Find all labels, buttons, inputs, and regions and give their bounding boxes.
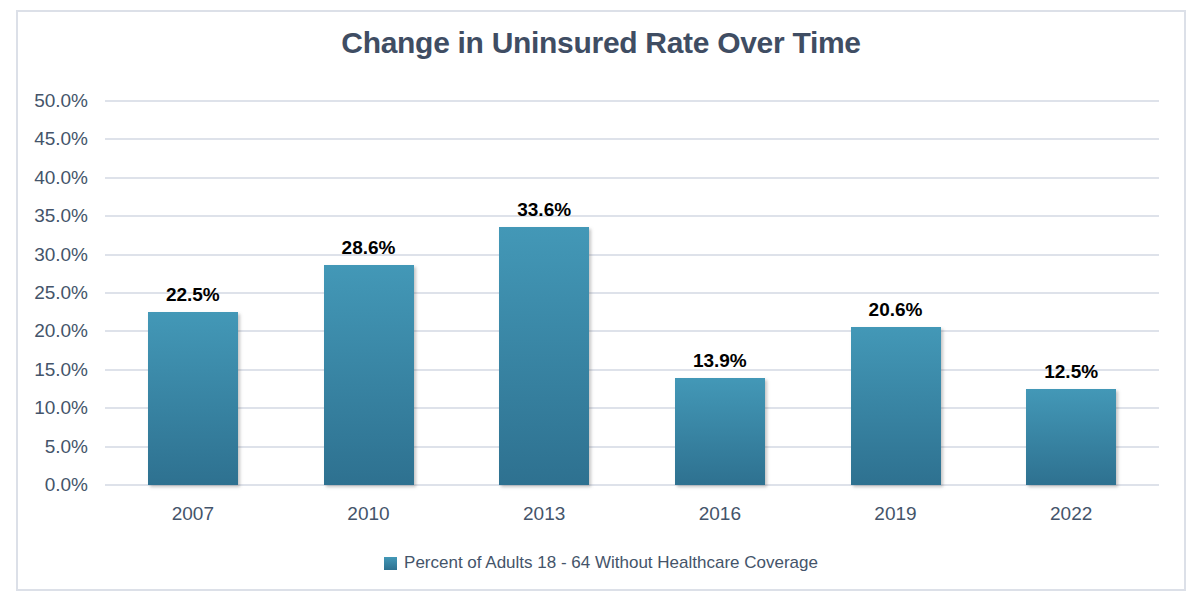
y-tick-label: 40.0%: [18, 167, 88, 189]
x-tick-label: 2019: [826, 503, 966, 525]
x-tick-label: 2016: [650, 503, 790, 525]
y-tick-label: 15.0%: [18, 359, 88, 381]
y-tick-label: 5.0%: [18, 436, 88, 458]
bar-value-label: 22.5%: [123, 284, 263, 306]
chart-frame: Change in Uninsured Rate Over Time 0.0%5…: [16, 10, 1186, 591]
bar-value-label: 12.5%: [1001, 361, 1141, 383]
gridline: [105, 446, 1159, 448]
gridline: [105, 138, 1159, 140]
gridline: [105, 254, 1159, 256]
legend-marker-icon: [384, 557, 397, 570]
gridline: [105, 100, 1159, 102]
gridline: [105, 407, 1159, 409]
bar-2010: [324, 265, 414, 485]
x-tick-label: 2007: [123, 503, 263, 525]
y-tick-label: 20.0%: [18, 320, 88, 342]
bar-2019: [851, 327, 941, 485]
y-tick-label: 0.0%: [18, 474, 88, 496]
y-tick-label: 25.0%: [18, 282, 88, 304]
y-tick-label: 35.0%: [18, 205, 88, 227]
legend: Percent of Adults 18 - 64 Without Health…: [18, 553, 1184, 573]
y-tick-label: 10.0%: [18, 397, 88, 419]
x-tick-label: 2022: [1001, 503, 1141, 525]
bar-value-label: 13.9%: [650, 350, 790, 372]
plot-area: 0.0% 5.0% 10.0% 15.0% 20.0% 25.0% 30.0% 35.0% 40…: [18, 12, 1184, 589]
bar-2022: [1026, 389, 1116, 485]
bar-value-label: 20.6%: [826, 299, 966, 321]
bar-value-label: 33.6%: [474, 199, 614, 221]
y-tick-label: 30.0%: [18, 244, 88, 266]
legend-label: Percent of Adults 18 - 64 Without Health…: [404, 553, 818, 573]
x-tick-label: 2010: [299, 503, 439, 525]
gridline: [105, 292, 1159, 294]
bar-2007: [148, 312, 238, 485]
bar-2016: [675, 378, 765, 485]
y-tick-label: 50.0%: [18, 90, 88, 112]
gridline: [105, 215, 1159, 217]
gridline: [105, 177, 1159, 179]
y-tick-label: 45.0%: [18, 128, 88, 150]
bar-value-label: 28.6%: [299, 237, 439, 259]
gridline: [105, 484, 1159, 486]
gridline: [105, 330, 1159, 332]
bar-2013: [499, 227, 589, 485]
x-tick-label: 2013: [474, 503, 614, 525]
